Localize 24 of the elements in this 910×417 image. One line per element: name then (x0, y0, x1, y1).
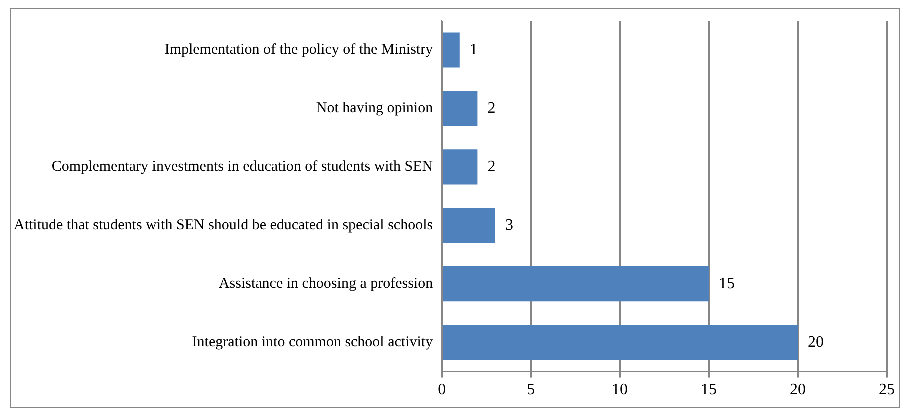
y-tick-label: Implementation of the policy of the Ministry (164, 42, 434, 58)
bar (443, 91, 478, 126)
y-tick-label: Integration into common school activity (192, 334, 434, 351)
x-tick-label: 0 (438, 382, 446, 399)
x-tick-label: 20 (790, 382, 806, 399)
bar (443, 32, 460, 68)
data-label: 15 (719, 275, 736, 292)
data-label: 3 (505, 216, 514, 234)
data-label: 20 (808, 334, 824, 351)
x-tick-label: 10 (612, 382, 628, 399)
y-tick-label: Assistance in choosing a profession (218, 276, 434, 292)
y-tick-label: Attitude that students with SEN should be educated in special schools (14, 218, 434, 234)
x-tick-label: 15 (701, 382, 718, 399)
x-tick-label: 5 (527, 382, 536, 399)
bar (443, 208, 496, 244)
y-tick-label: Complementary investments in education of students with SEN (52, 159, 434, 176)
bar (443, 150, 478, 185)
y-tick-label: Not having opinion (316, 100, 434, 117)
x-tick-label: 25 (879, 382, 895, 399)
bar (443, 266, 710, 302)
data-label: 1 (470, 41, 478, 58)
data-label: 2 (488, 100, 496, 117)
bar (443, 325, 798, 360)
data-label: 2 (488, 158, 496, 176)
